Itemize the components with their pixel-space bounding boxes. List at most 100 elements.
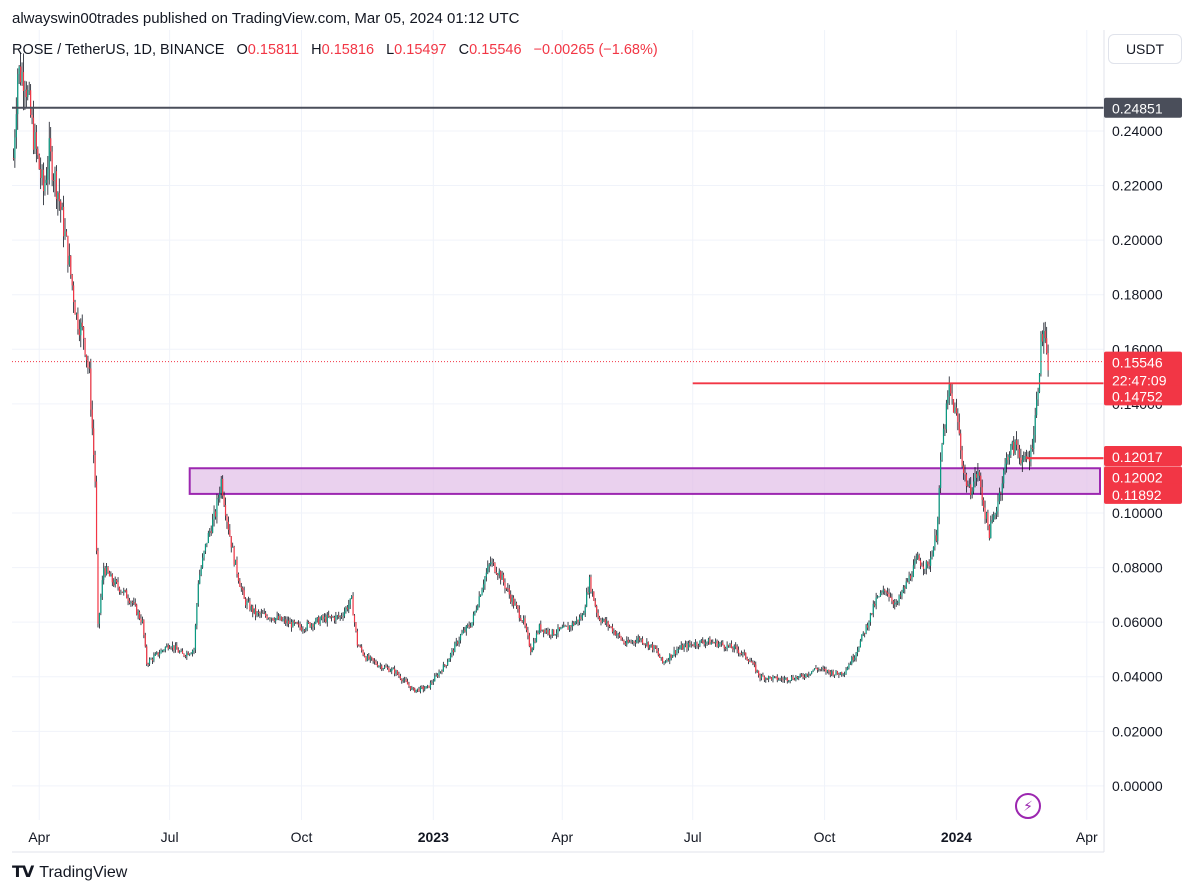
candle bbox=[670, 654, 672, 661]
candle bbox=[449, 652, 452, 662]
candle bbox=[679, 645, 681, 650]
candle bbox=[219, 486, 221, 503]
candle-body bbox=[743, 652, 745, 654]
candle-body bbox=[879, 592, 882, 597]
tradingview-logo[interactable]: 𝗧𝗩 TradingView bbox=[12, 862, 127, 882]
candle-body bbox=[429, 682, 432, 688]
candle bbox=[535, 630, 538, 643]
symbol-label[interactable]: ROSE / TetherUS, 1D, BINANCE bbox=[12, 42, 225, 58]
candle-body bbox=[448, 658, 450, 662]
candle bbox=[408, 681, 410, 689]
candle bbox=[640, 638, 642, 643]
candle-body bbox=[174, 645, 176, 650]
candle-body bbox=[885, 590, 887, 593]
candle-body bbox=[457, 641, 459, 644]
candle bbox=[94, 450, 96, 488]
candle bbox=[995, 506, 998, 520]
candle bbox=[38, 153, 40, 170]
candle bbox=[90, 358, 92, 417]
candle bbox=[1010, 443, 1012, 458]
candle-body bbox=[45, 179, 47, 183]
candle-body bbox=[753, 662, 755, 665]
candle-body bbox=[118, 587, 121, 593]
candle-body bbox=[111, 574, 113, 583]
candle bbox=[722, 640, 724, 646]
candle bbox=[498, 568, 500, 579]
candle-body bbox=[732, 648, 734, 650]
candle bbox=[305, 627, 307, 633]
candle bbox=[740, 650, 743, 656]
candle-body bbox=[821, 668, 823, 670]
candle bbox=[567, 621, 569, 630]
level-badge-14752 bbox=[1104, 385, 1182, 406]
candle bbox=[683, 643, 685, 652]
candle-body bbox=[716, 640, 718, 647]
candle-body bbox=[222, 478, 224, 496]
candle bbox=[289, 617, 291, 624]
candle-body bbox=[355, 622, 357, 632]
candle bbox=[309, 622, 311, 628]
candle bbox=[1004, 457, 1006, 475]
candle-body bbox=[693, 645, 695, 647]
candle-body bbox=[623, 640, 625, 644]
support-zone[interactable] bbox=[188, 467, 1101, 495]
candle-body bbox=[388, 667, 390, 672]
candle bbox=[459, 633, 462, 644]
candle-body bbox=[600, 620, 602, 623]
candle-body bbox=[37, 148, 39, 156]
candle-body bbox=[568, 625, 571, 630]
candle-body bbox=[654, 645, 657, 649]
candle-body bbox=[461, 632, 463, 635]
candle-body bbox=[389, 671, 391, 672]
candle bbox=[561, 624, 563, 629]
candle bbox=[985, 511, 988, 523]
candle bbox=[356, 628, 358, 648]
candle-body bbox=[186, 652, 188, 657]
candle bbox=[414, 687, 416, 693]
candle-body bbox=[87, 360, 89, 368]
candle bbox=[577, 619, 579, 626]
candle bbox=[396, 670, 399, 676]
x-tick-label: 2024 bbox=[941, 829, 972, 845]
candle bbox=[504, 578, 506, 594]
candle bbox=[763, 675, 765, 683]
candle bbox=[689, 639, 691, 648]
candle-body bbox=[437, 675, 439, 677]
candle bbox=[287, 616, 290, 628]
candle bbox=[511, 594, 513, 607]
candle-body bbox=[617, 633, 619, 635]
candle-body bbox=[584, 606, 586, 613]
candle bbox=[798, 675, 800, 681]
currency-button[interactable]: USDT bbox=[1108, 34, 1182, 64]
candle-body bbox=[485, 572, 487, 578]
candle-body bbox=[449, 653, 452, 659]
candle-body bbox=[703, 642, 705, 645]
candle-body bbox=[508, 588, 510, 595]
candle-body bbox=[653, 645, 655, 651]
candle bbox=[452, 648, 454, 656]
candle bbox=[424, 685, 426, 692]
candle-body bbox=[752, 662, 754, 664]
candle bbox=[978, 469, 980, 481]
candle-body bbox=[773, 676, 775, 678]
candle bbox=[812, 669, 814, 673]
candle bbox=[864, 632, 866, 638]
candle bbox=[793, 677, 796, 681]
candle bbox=[570, 625, 572, 632]
candle-body bbox=[710, 642, 712, 645]
candle-body bbox=[697, 645, 700, 647]
candle-body bbox=[866, 625, 869, 628]
candle bbox=[376, 661, 379, 668]
candle-body bbox=[110, 574, 112, 577]
candle bbox=[103, 562, 105, 585]
candle bbox=[909, 573, 912, 581]
candle-body bbox=[1028, 457, 1031, 462]
candle bbox=[560, 626, 562, 630]
candle-body bbox=[942, 428, 945, 444]
candle-body bbox=[478, 596, 480, 607]
candle bbox=[619, 631, 621, 638]
candle-body bbox=[705, 642, 707, 645]
candle bbox=[598, 615, 601, 622]
lightning-icon[interactable]: ⚡ bbox=[1015, 793, 1041, 819]
